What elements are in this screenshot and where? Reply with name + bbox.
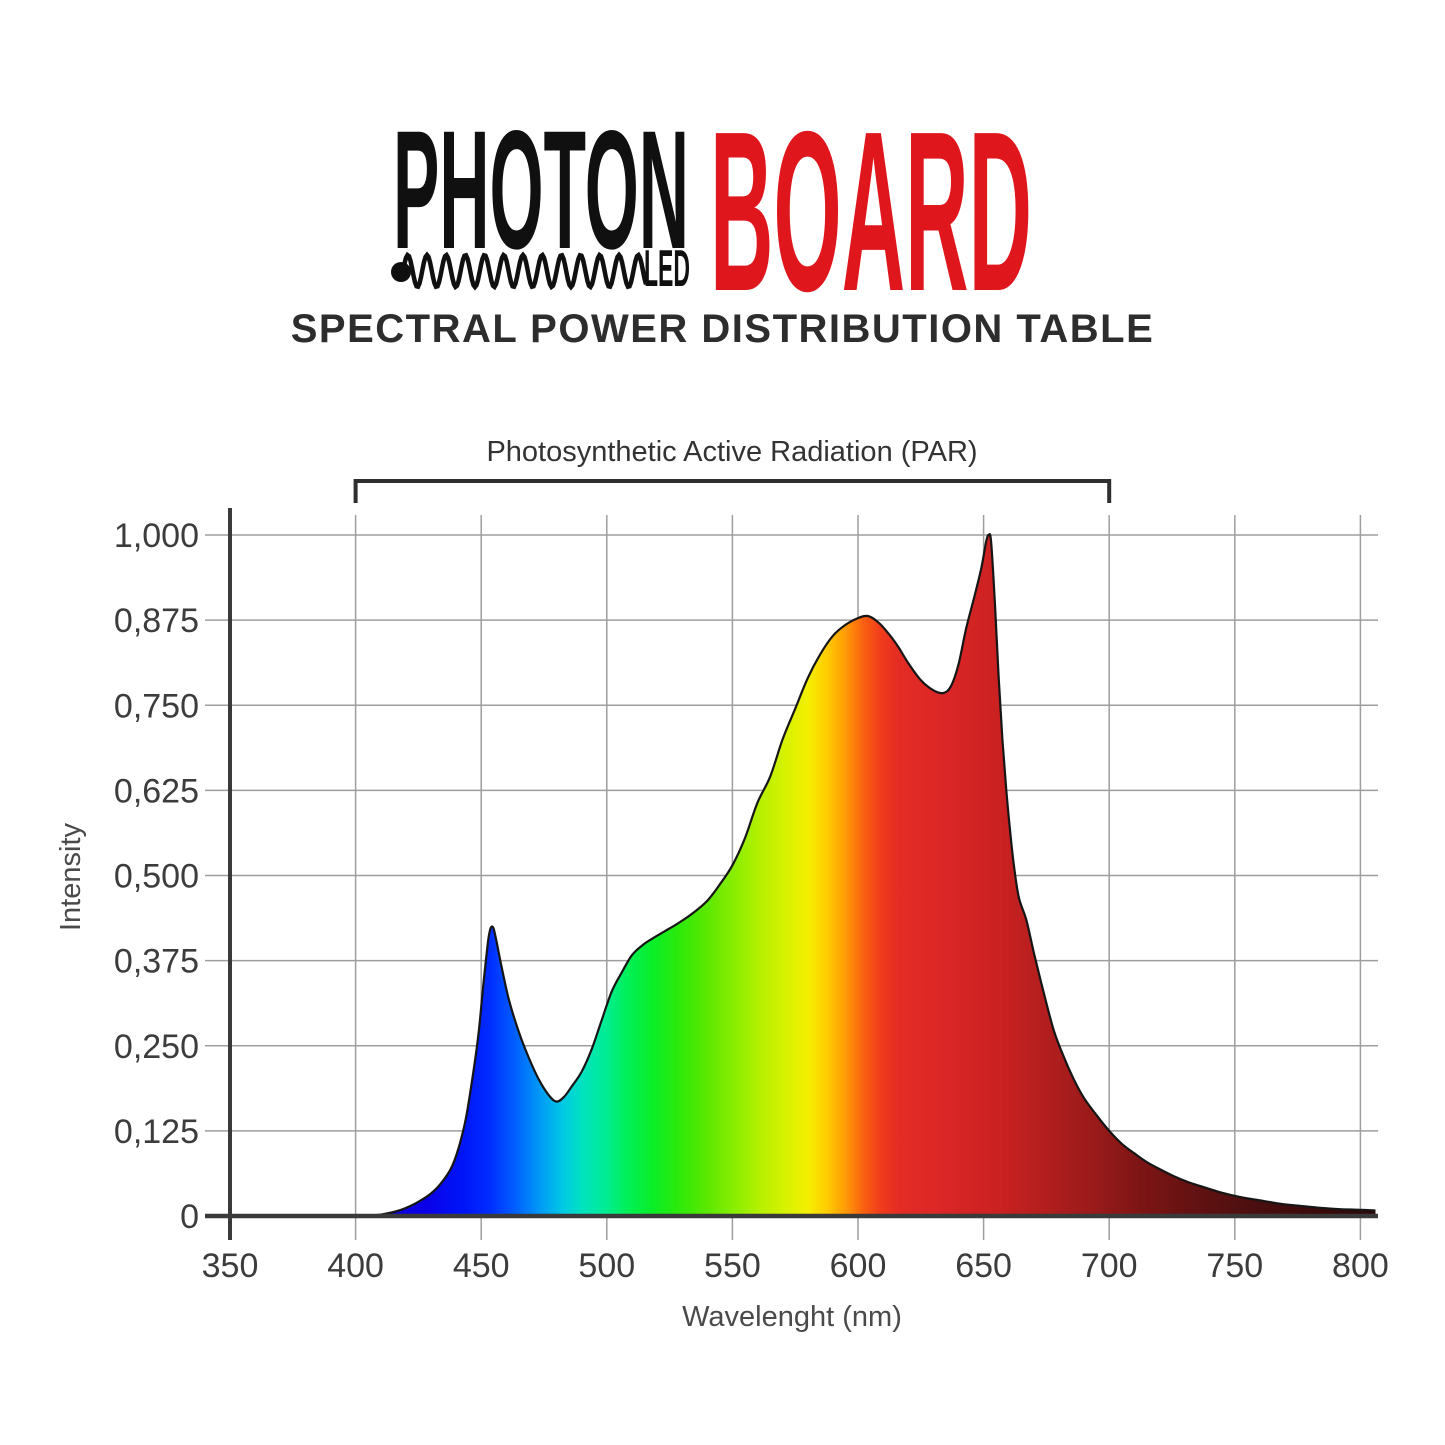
spectral-area [355,534,1376,1216]
x-tick-label: 700 [1081,1247,1138,1285]
x-tick-label: 750 [1206,1247,1263,1285]
axis-tick-labels: 0 0,125 0,250 0,375 0,500 0,625 0,750 0,875 1,00… [114,517,1389,1285]
x-tick-label: 400 [327,1247,384,1285]
x-tick-label: 500 [578,1247,635,1285]
y-tick-label: 0,875 [114,602,199,640]
x-axis-title: Wavelenght (nm) [682,1301,902,1333]
y-tick-label: 0,125 [114,1113,199,1151]
par-annotation-label: Photosynthetic Active Radiation (PAR) [486,436,977,468]
y-tick-label: 1,000 [114,517,199,555]
logo-sine-wave-icon [400,251,649,291]
par-annotation: Photosynthetic Active Radiation (PAR) [353,436,1112,503]
y-tick-label: 0,750 [114,687,199,725]
x-tick-label: 550 [704,1247,761,1285]
par-bracket-icon [353,479,1112,503]
logo-board-text: BOARD [710,85,1032,339]
y-tick-label: 0 [180,1198,199,1236]
logo-photon-text: PHOTON [393,95,689,284]
x-tick-label: 650 [955,1247,1012,1285]
x-tick-label: 450 [453,1247,510,1285]
logo-wave-dot-icon [391,262,411,282]
y-tick-label: 0,625 [114,772,199,810]
chart-axes [205,508,1378,1240]
y-tick-label: 0,250 [114,1028,199,1066]
y-tick-label: 0,500 [114,858,199,896]
page-title: SPECTRAL POWER DISTRIBUTION TABLE [290,307,1155,351]
x-tick-label: 600 [830,1247,887,1285]
y-axis-title: Intensity [55,823,87,931]
logo-led-text: LED [644,240,690,298]
spectral-curve-outline [355,533,1376,1218]
spectral-curve [355,533,1376,1218]
x-tick-label: 800 [1332,1247,1389,1285]
y-tick-label: 0,375 [114,943,199,981]
x-tick-label: 350 [202,1247,259,1285]
photon-led-board-logo: PHOTON LED BOARD [391,85,1032,339]
